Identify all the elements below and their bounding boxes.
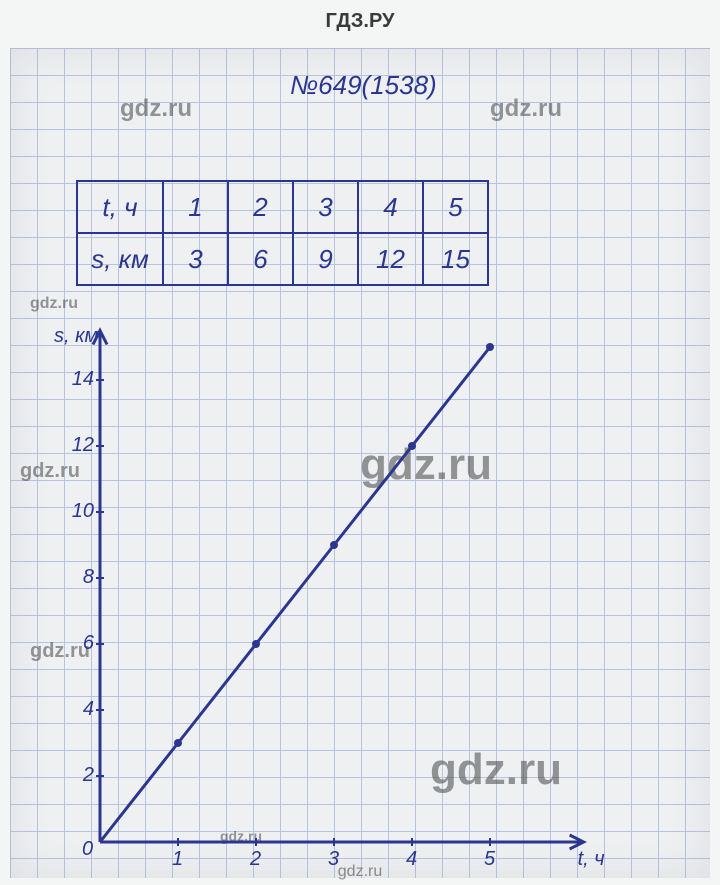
y-tick-label: 8 xyxy=(66,566,94,589)
y-axis-label: s, км xyxy=(54,325,98,348)
y-tick-label: 4 xyxy=(66,698,94,721)
bottom-watermark: gdz.ru xyxy=(0,863,720,881)
y-tick-label: 12 xyxy=(66,434,94,457)
y-tick-label: 2 xyxy=(66,764,94,787)
line-chart xyxy=(0,0,720,885)
y-tick-label: 10 xyxy=(66,500,94,523)
y-tick-label: 6 xyxy=(66,632,94,655)
origin-label: 0 xyxy=(82,838,93,861)
y-tick-label: 14 xyxy=(66,368,94,391)
